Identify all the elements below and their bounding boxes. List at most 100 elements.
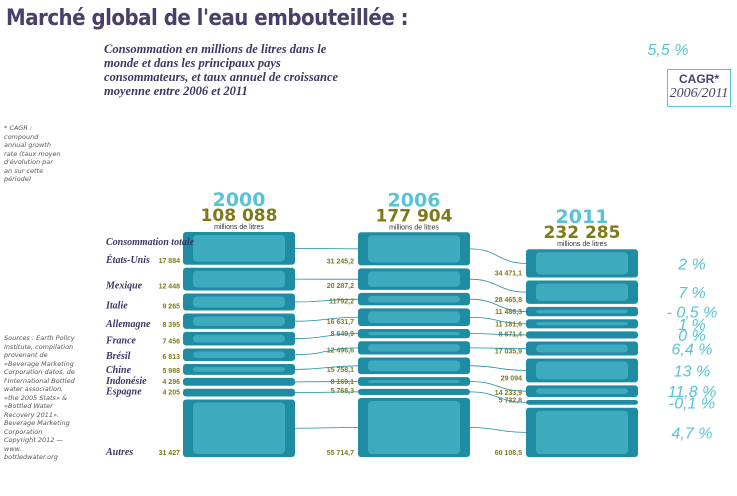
- value-label: 60 108,5: [495, 450, 522, 457]
- bar-highlight: [368, 380, 460, 383]
- category-label: Autres: [105, 447, 133, 458]
- cagr-legend-box: CAGR* 2006/2011: [667, 69, 731, 107]
- value-label: 4 296: [162, 379, 180, 386]
- bar-highlight: [193, 316, 285, 326]
- value-label: 15 758,1: [327, 367, 354, 374]
- total-value: 232 285: [544, 223, 621, 243]
- cagr-value: 2 %: [677, 256, 706, 273]
- cagr-footnote: * CAGR : compound annual growth rate (ta…: [4, 124, 61, 183]
- value-label: 5 768,3: [331, 388, 354, 395]
- bar-highlight: [193, 351, 285, 358]
- bar-highlight: [193, 235, 285, 262]
- bar-highlight: [536, 309, 628, 314]
- bar-highlight: [536, 344, 628, 353]
- connector-line: [294, 427, 359, 429]
- category-label: Italie: [105, 300, 128, 311]
- connector-line: [294, 347, 359, 356]
- value-label: 7 456: [162, 339, 180, 346]
- value-label: 34 471,1: [495, 270, 522, 277]
- bar-highlight: [368, 332, 460, 336]
- value-label: 28 465,8: [495, 297, 522, 304]
- category-label: France: [105, 336, 137, 347]
- value-label: 8 160,1: [331, 379, 354, 386]
- value-label: 20 287,2: [327, 283, 354, 290]
- category-label: Brésil: [105, 351, 131, 362]
- category-label: Chine: [106, 365, 132, 376]
- category-label: Espagne: [105, 386, 142, 397]
- connector-line: [469, 333, 527, 336]
- total-value: 108 088: [201, 206, 278, 226]
- sources-note: Sources : Earth Policy Institute, compil…: [4, 334, 75, 461]
- bar-highlight: [368, 344, 460, 352]
- bar-highlight: [368, 271, 460, 287]
- bar-highlight: [536, 410, 628, 454]
- bar-highlight: [193, 366, 285, 372]
- value-label: 12 496,6: [327, 347, 354, 354]
- cagr-value: - 0,5 %: [667, 305, 718, 322]
- bar-highlight: [536, 322, 628, 326]
- bar-2006: [358, 388, 470, 395]
- bar-2011: [526, 400, 638, 405]
- bar-highlight: [193, 296, 285, 308]
- connector-line: [294, 365, 359, 370]
- cagr-legend-period: 2006/2011: [669, 86, 729, 101]
- bar-highlight: [368, 311, 460, 324]
- total-unit: millions de litres: [389, 224, 439, 231]
- value-label: 4 205: [162, 389, 180, 396]
- year-label: 2000: [213, 189, 266, 211]
- connector-line: [294, 316, 359, 322]
- connector-line: [294, 333, 359, 340]
- cagr-legend-label: CAGR*: [678, 72, 719, 86]
- connector-line: [469, 347, 527, 349]
- bar-highlight: [536, 252, 628, 275]
- category-label: États-Unis: [105, 254, 150, 266]
- value-label: 8 649,9: [331, 331, 354, 338]
- connector-line: [469, 365, 527, 371]
- cagr-value: 6,4 %: [672, 341, 713, 358]
- bar-highlight: [368, 295, 460, 303]
- bar-2000: [183, 388, 295, 397]
- cagr-value: 4,7 %: [672, 425, 713, 442]
- connector-line: [469, 427, 527, 433]
- category-label: Indonésie: [105, 376, 147, 387]
- bar-2011: [526, 331, 638, 339]
- total-value: 177 904: [376, 206, 453, 226]
- category-label: Mexique: [105, 281, 143, 292]
- bar-2000: [183, 377, 295, 386]
- bar-highlight: [536, 388, 628, 395]
- value-label: 6 813: [162, 354, 180, 361]
- page-title: Marché global de l'eau embouteillée :: [6, 6, 409, 31]
- connector-line: [469, 298, 527, 312]
- bar-highlight: [536, 361, 628, 380]
- value-label: 11 181,6: [495, 321, 522, 328]
- cagr-value: 13 %: [674, 363, 710, 380]
- bar-highlight: [193, 270, 285, 288]
- connector-line: [294, 391, 359, 394]
- bar-highlight: [193, 334, 285, 343]
- value-label: 29 094: [501, 375, 523, 382]
- cagr-value: 7 %: [678, 285, 706, 302]
- connector-line: [469, 248, 527, 264]
- value-label: 12 448: [159, 284, 181, 291]
- bar-highlight: [368, 235, 460, 263]
- value-label: 5 988: [162, 368, 180, 375]
- bar-highlight: [193, 402, 285, 454]
- total-unit: millions de litres: [214, 224, 264, 231]
- value-label: 14 233,9: [495, 390, 522, 397]
- cagr-value: 1 %: [678, 317, 706, 334]
- value-label: 31 427: [159, 450, 181, 457]
- connector-line: [294, 298, 359, 303]
- total-row-label: Consommation totale: [106, 237, 195, 248]
- connector-line: [469, 316, 527, 325]
- value-label: 31 245,2: [327, 258, 354, 265]
- value-label: 17 884: [159, 258, 181, 265]
- value-label: 55 714,7: [327, 450, 354, 457]
- bar-highlight: [368, 360, 460, 372]
- cagr-value: 11,8 %: [668, 384, 717, 401]
- value-label: 11 486,3: [495, 309, 522, 316]
- bar-highlight: [368, 400, 460, 454]
- cagr-value: -0,1 %: [669, 395, 715, 412]
- value-label: 17 035,9: [495, 348, 522, 355]
- chart-subtitle: Consommation en millions de litres dans …: [104, 42, 339, 98]
